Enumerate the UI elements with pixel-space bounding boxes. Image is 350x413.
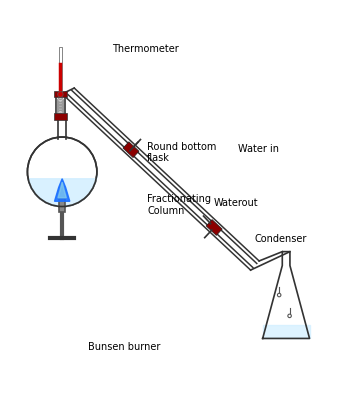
- FancyBboxPatch shape: [59, 47, 62, 91]
- Circle shape: [278, 293, 281, 297]
- Text: Thermometer: Thermometer: [112, 43, 179, 54]
- Text: Waterout: Waterout: [213, 198, 258, 208]
- Circle shape: [27, 137, 97, 206]
- Text: Water in: Water in: [238, 144, 279, 154]
- Circle shape: [288, 314, 291, 318]
- Text: Bunsen burner: Bunsen burner: [88, 342, 161, 352]
- Text: Fractionating
Column: Fractionating Column: [147, 194, 211, 216]
- FancyBboxPatch shape: [54, 91, 67, 97]
- Polygon shape: [29, 175, 97, 206]
- FancyBboxPatch shape: [54, 114, 67, 120]
- Circle shape: [58, 92, 63, 97]
- Text: Round bottom
flask: Round bottom flask: [147, 142, 217, 164]
- Polygon shape: [206, 220, 222, 235]
- FancyBboxPatch shape: [59, 198, 65, 212]
- Polygon shape: [123, 142, 139, 158]
- Polygon shape: [262, 252, 309, 338]
- Polygon shape: [58, 182, 66, 198]
- Text: Condenser: Condenser: [255, 235, 307, 244]
- Polygon shape: [55, 179, 70, 201]
